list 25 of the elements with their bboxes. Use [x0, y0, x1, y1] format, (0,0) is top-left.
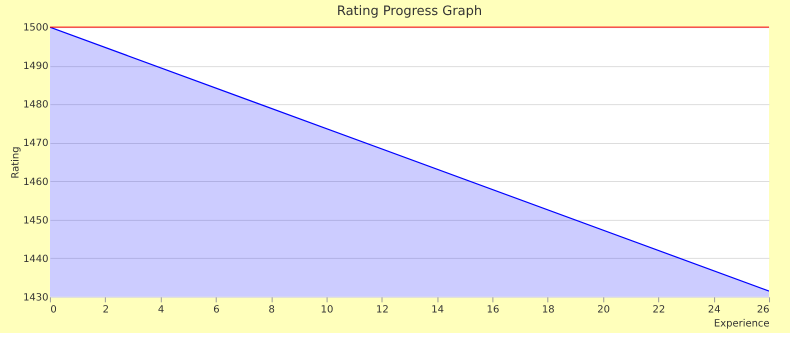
y-axis-title: Rating — [10, 146, 22, 179]
y-tick-label: 1460 — [23, 176, 48, 188]
x-tick-label: 12 — [376, 304, 389, 316]
x-tick-label: 2 — [102, 304, 109, 316]
y-tick-label: 1450 — [23, 215, 48, 226]
y-tick-label: 1490 — [23, 61, 48, 72]
x-tick-label: 22 — [652, 304, 666, 316]
chart-title: Rating Progress Graph — [336, 4, 482, 20]
x-tick-label: 14 — [431, 304, 444, 316]
y-tick-label: 1430 — [23, 292, 48, 304]
y-tick-label: 1440 — [23, 254, 48, 265]
x-tick-label: 8 — [268, 304, 275, 316]
x-tick-label: 6 — [213, 304, 220, 316]
y-tick-label: 1500 — [23, 22, 48, 34]
x-tick-label: 4 — [158, 304, 164, 316]
x-tick-label: 26 — [756, 304, 770, 316]
x-tick-label: 16 — [486, 304, 500, 316]
x-tick-label: 24 — [708, 304, 721, 316]
x-tick-label: 0 — [50, 304, 57, 316]
x-tick-label: 20 — [597, 304, 610, 316]
y-tick-label: 1470 — [23, 138, 48, 150]
x-axis-title: Experience — [714, 318, 770, 330]
x-tick-label: 10 — [320, 304, 334, 316]
y-tick-label: 1480 — [23, 100, 48, 111]
x-tick-label: 18 — [542, 304, 555, 316]
